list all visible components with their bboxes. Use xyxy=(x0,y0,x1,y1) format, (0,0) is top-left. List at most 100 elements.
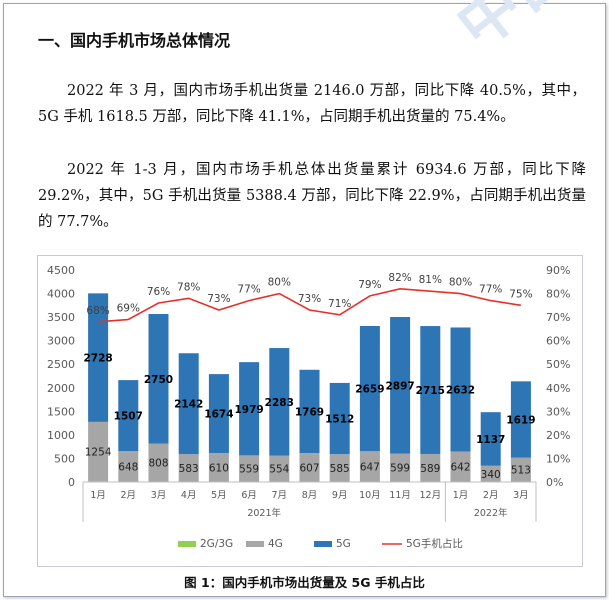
y-left-tick-label: 1500 xyxy=(47,405,75,418)
bar-4g xyxy=(450,451,471,482)
chart-container: 0 500 1000 1500 2000 2500 3000 3500 4000 4500 0% 10… xyxy=(37,255,583,567)
label-5g-value: 1979 xyxy=(234,404,263,416)
label-5g-value: 1619 xyxy=(506,414,535,426)
bar-4g xyxy=(299,453,320,482)
legend-label: 2G/3G xyxy=(200,538,233,550)
bar-4g xyxy=(88,421,109,481)
y-left-tick-label: 3500 xyxy=(47,311,75,324)
label-5g-value: 2750 xyxy=(144,374,173,386)
y-left-tick-label: 500 xyxy=(54,452,75,465)
y-right-tick-label: 60% xyxy=(546,335,570,348)
label-5g-value: 1507 xyxy=(114,411,143,423)
bar-5g xyxy=(208,374,229,453)
label-4g-value: 607 xyxy=(299,462,319,474)
label-4g-value: 599 xyxy=(390,463,410,475)
bar-2g-3g xyxy=(88,480,109,482)
x-tick-label: 8月 xyxy=(302,490,318,501)
ratio-label: 82% xyxy=(388,272,411,284)
label-5g-value: 1137 xyxy=(476,434,505,446)
x-tick-label: 3月 xyxy=(151,490,167,501)
x-tick-label: 5月 xyxy=(211,490,227,501)
legend-label: 4G xyxy=(268,538,283,550)
section-heading: 一、国内手机市场总体情况 xyxy=(38,31,231,50)
ratio-label: 76% xyxy=(147,286,170,298)
ratio-line xyxy=(98,287,522,323)
y-right-tick-label: 20% xyxy=(546,429,570,442)
bar-5g xyxy=(390,317,411,454)
y-left-tick-label: 2500 xyxy=(47,358,75,371)
y-right-tick-label: 70% xyxy=(546,311,570,324)
bar-4g xyxy=(269,455,290,482)
y-right-tick-label: 80% xyxy=(546,288,570,301)
legend-swatch xyxy=(314,541,332,547)
bar-5g xyxy=(359,325,380,452)
bar-5g xyxy=(239,362,260,456)
bar-5g xyxy=(118,380,139,452)
ratio-label: 68% xyxy=(86,305,109,317)
bar-4g xyxy=(420,453,441,482)
ratio-label: 73% xyxy=(298,293,321,305)
ratio-label: 77% xyxy=(237,284,260,296)
label-4g-value: 559 xyxy=(239,464,259,476)
y-right-tick-label: 90% xyxy=(546,264,570,277)
ratio-label: 78% xyxy=(177,281,200,293)
x-tick-label: 9月 xyxy=(332,490,348,501)
label-5g-value: 2659 xyxy=(355,384,384,396)
ratio-label: 79% xyxy=(358,279,381,291)
label-4g-value: 583 xyxy=(179,463,199,475)
y-right-tick-label: 10% xyxy=(546,452,570,465)
legend-swatch xyxy=(246,541,264,547)
bar-4g xyxy=(329,454,350,482)
paragraph-1: 2022 年 3 月，国内市场手机出货量 2146.0 万部，同比下降 40.5… xyxy=(38,83,586,125)
x-tick-label: 2月 xyxy=(121,490,137,501)
label-4g-value: 589 xyxy=(420,463,440,475)
x-tick-label: 4月 xyxy=(181,490,197,501)
label-4g-value: 610 xyxy=(209,462,229,474)
x-tick-label: 3月 xyxy=(513,490,529,501)
y-right-tick-label: 0% xyxy=(546,476,563,489)
ratio-label: 77% xyxy=(479,284,502,296)
figure-caption: 图 1：国内手机市场出货量及 5G 手机占比 xyxy=(184,575,425,590)
legend-label: 5G xyxy=(336,538,351,550)
label-5g-value: 1674 xyxy=(204,409,233,421)
shipment-chart: 0 500 1000 1500 2000 2500 3000 3500 4000 4500 0% 10… xyxy=(47,264,570,550)
y-right-tick-label: 40% xyxy=(546,382,570,395)
label-4g-value: 554 xyxy=(269,464,289,476)
legend-swatch xyxy=(178,541,196,547)
x-tick-label: 7月 xyxy=(272,490,288,501)
label-4g-value: 513 xyxy=(511,465,531,477)
label-5g-value: 2142 xyxy=(174,399,203,411)
y-left-tick-label: 0 xyxy=(68,476,75,489)
bar-5g xyxy=(178,353,199,455)
label-5g-value: 2632 xyxy=(446,384,475,396)
bar-4g xyxy=(480,465,501,482)
bar-5g xyxy=(510,381,531,458)
label-4g-value: 647 xyxy=(360,461,380,473)
y-left-tick-label: 4000 xyxy=(47,288,75,301)
bar-5g xyxy=(299,369,320,454)
x-tick-label: 6月 xyxy=(241,490,257,501)
y-right-tick-label: 30% xyxy=(546,405,570,418)
y-left-tick-label: 3000 xyxy=(47,335,75,348)
paragraph-2: 2022 年 1-3 月，国内市场手机总体出货量累计 6934.6 万部，同比下… xyxy=(38,162,586,230)
ratio-label: 69% xyxy=(117,302,140,314)
bar-5g xyxy=(88,293,109,422)
bar-4g xyxy=(239,455,260,482)
label-5g-value: 1512 xyxy=(325,414,354,426)
x-tick-label: 1月 xyxy=(90,490,106,501)
bar-4g xyxy=(148,443,169,482)
label-4g-value: 1254 xyxy=(85,446,112,458)
bar-4g xyxy=(208,452,229,482)
bar-4g xyxy=(178,454,199,482)
x-tick-label: 10月 xyxy=(359,490,381,501)
bar-5g xyxy=(480,412,501,466)
bar-4g xyxy=(390,453,411,482)
label-5g-value: 2728 xyxy=(83,353,112,365)
ratio-label: 75% xyxy=(509,288,532,300)
ratio-label: 80% xyxy=(268,277,291,289)
label-4g-value: 648 xyxy=(118,461,138,473)
watermark: 中国信通院 xyxy=(434,0,609,65)
label-5g-value: 2283 xyxy=(265,397,294,409)
bar-5g xyxy=(329,382,350,455)
label-4g-value: 585 xyxy=(330,463,350,475)
